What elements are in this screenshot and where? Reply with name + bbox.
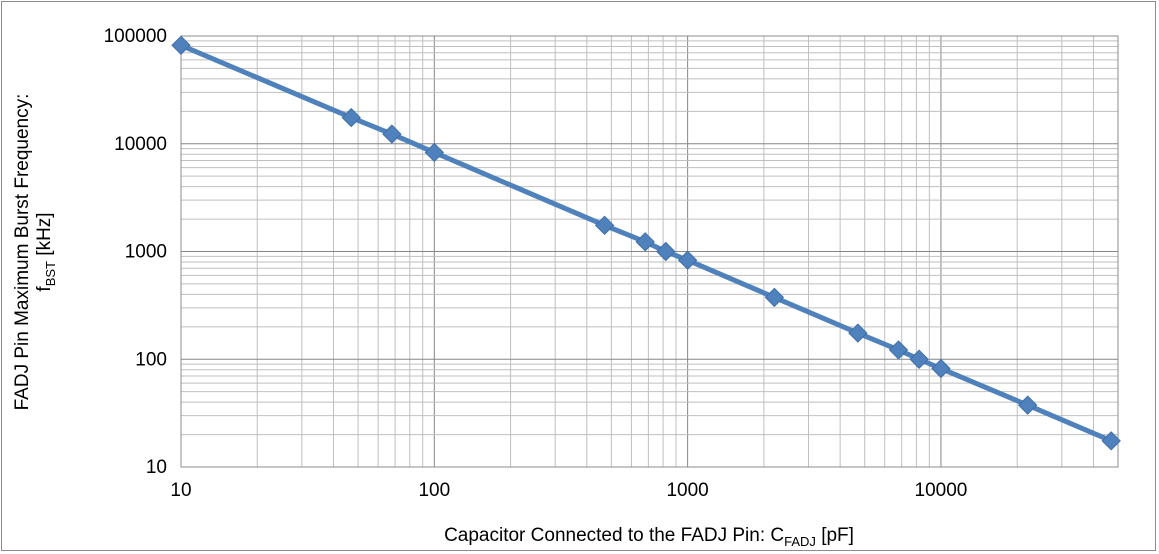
plot-border [180, 35, 1119, 468]
data-point-marker [909, 349, 929, 369]
data-point-marker [341, 107, 361, 128]
x-tick-label: 1000 [666, 480, 708, 501]
y-tick-label: 10 [146, 457, 167, 478]
data-point-marker [1017, 395, 1038, 415]
x-axis-ticks: 10 100 1000 10000 [170, 480, 967, 501]
data-point-marker [635, 232, 655, 252]
y-axis-title-subscript: BST [43, 261, 58, 286]
x-tick-label: 10 [170, 480, 191, 501]
x-tick-label: 10000 [915, 480, 968, 501]
y-axis-title-f: f [34, 286, 55, 292]
y-tick-label: 1000 [125, 242, 167, 263]
data-point-marker [764, 287, 785, 308]
x-axis-title-tail: [pF] [816, 525, 854, 546]
x-axis-title-subscript: FADJ [784, 534, 816, 549]
x-axis-title-main: Capacitor Connected to the FADJ Pin: C [444, 525, 784, 546]
data-point-marker [656, 241, 676, 262]
x-tick-label: 100 [418, 480, 450, 501]
data-point-marker [848, 323, 868, 343]
data-point-marker [594, 215, 615, 236]
y-tick-label: 10000 [114, 134, 167, 155]
x-axis-title: Capacitor Connected to the FADJ Pin: CFA… [444, 525, 854, 549]
data-point-marker [382, 124, 402, 144]
data-point-marker [888, 340, 909, 360]
data-point-marker [1101, 431, 1121, 451]
y-tick-label: 100 [135, 349, 167, 370]
data-point-marker [677, 250, 698, 270]
y-axis-title-unit: [kHz] [34, 212, 55, 261]
y-axis-title: FADJ Pin Maximum Burst Frequency: fBST [… [12, 94, 58, 411]
y-tick-label: 100000 [104, 26, 167, 47]
data-series [171, 35, 1121, 451]
y-axis-title-line1: FADJ Pin Maximum Burst Frequency: [12, 94, 33, 411]
y-axis-title-line2: fBST [kHz] [34, 212, 58, 291]
y-axis-ticks: 10 100 1000 10000 100000 [104, 26, 167, 478]
data-point-marker [931, 358, 951, 379]
data-point-marker [171, 35, 191, 55]
data-point-marker [424, 142, 445, 163]
